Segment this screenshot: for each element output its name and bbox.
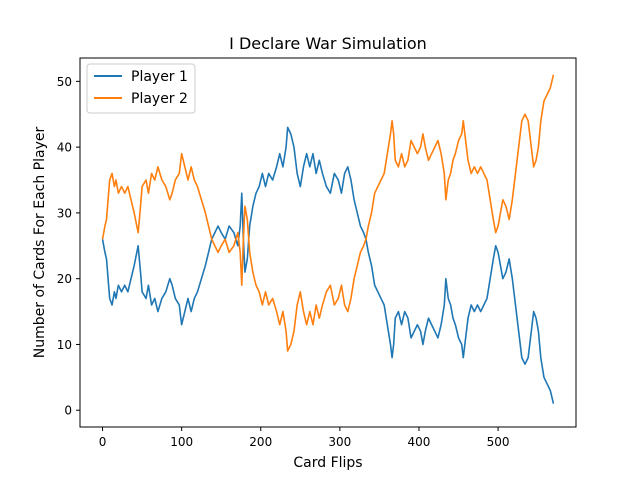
y-tick-label: 20 (57, 272, 72, 286)
y-tick-label: 40 (57, 141, 72, 155)
legend-label-player-2: Player 2 (131, 91, 188, 107)
y-tick-label: 30 (57, 206, 72, 220)
series-line-player-1 (101, 126, 555, 404)
legend-label-player-1: Player 1 (131, 69, 188, 85)
series-line-player-2 (101, 74, 555, 352)
x-tick-label: 0 (99, 435, 107, 449)
y-axis-label: Number of Cards For Each Player (32, 127, 48, 359)
axis-layer: 0 100 200 300 400 500 0 10 20 30 40 50 (57, 75, 510, 449)
x-axis-label: Card Flips (293, 455, 362, 471)
x-tick-label: 300 (328, 435, 351, 449)
legend: Player 1 Player 2 (86, 63, 196, 114)
x-tick-label: 200 (249, 435, 272, 449)
x-tick-label: 100 (170, 435, 193, 449)
y-tick-label: 0 (64, 404, 72, 418)
plot-area (79, 57, 577, 428)
x-tick-label: 400 (408, 435, 431, 449)
chart-title: I Declare War Simulation (229, 34, 427, 53)
x-tick-label: 500 (487, 435, 510, 449)
y-tick-label: 50 (57, 75, 72, 89)
series-layer (101, 74, 555, 404)
y-tick-label: 10 (57, 338, 72, 352)
